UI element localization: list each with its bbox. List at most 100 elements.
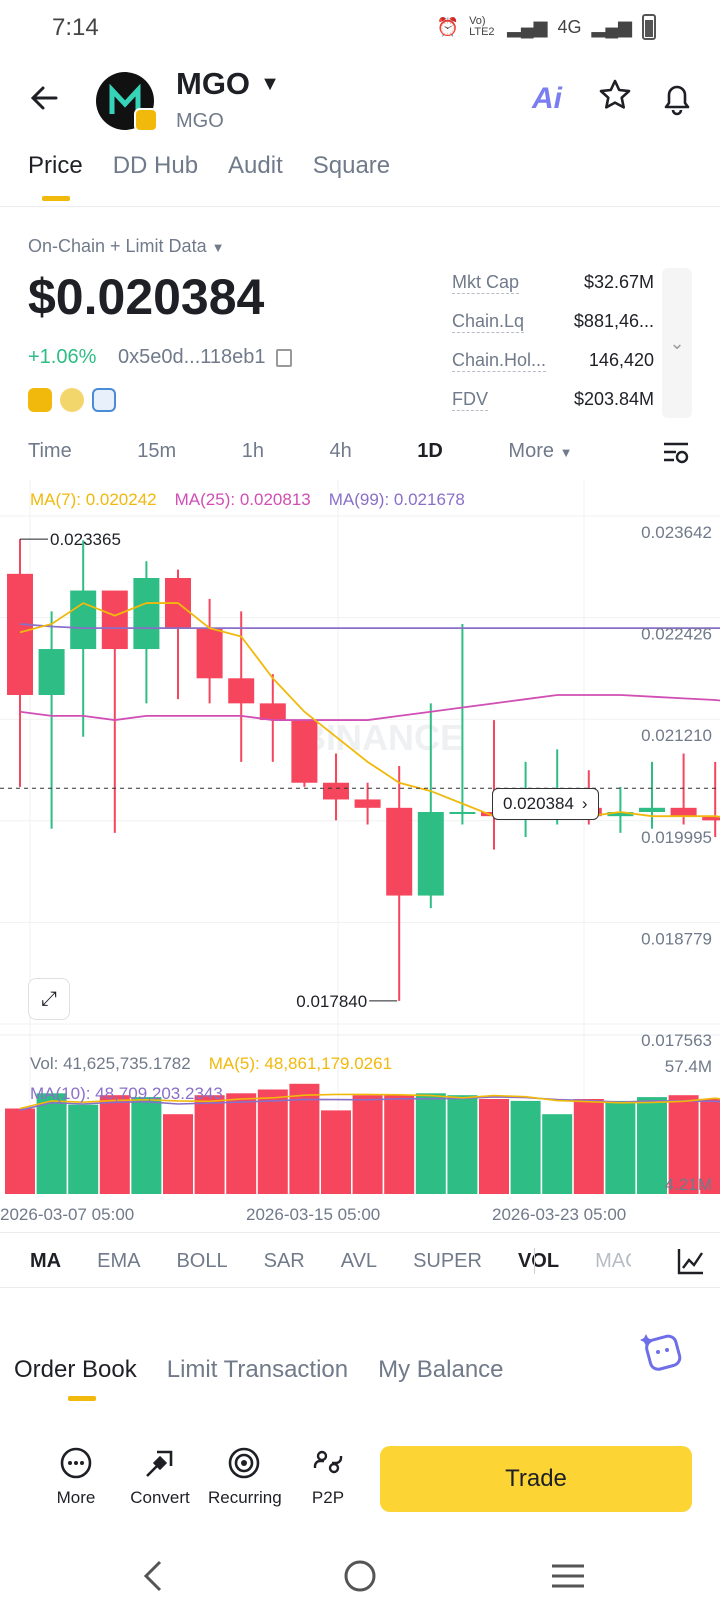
indicator-settings-icon[interactable] — [676, 1246, 706, 1276]
recurring-button[interactable]: Recurring — [208, 1444, 282, 1508]
stat-key[interactable]: Chain.Lq — [452, 311, 525, 333]
data-source-selector[interactable]: On-Chain + Limit Data ▼ — [28, 236, 224, 257]
favorite-star-icon[interactable] — [598, 78, 632, 121]
system-nav-bar — [143, 1560, 584, 1592]
candle-body — [354, 799, 381, 808]
volume-ma10-line — [19, 1096, 720, 1111]
indicator-sar[interactable]: SAR — [263, 1250, 305, 1272]
tab-square[interactable]: Square — [312, 152, 391, 179]
y-tick-label: 0.023642 — [641, 523, 712, 542]
more-label: More — [56, 1488, 96, 1507]
candlestick-chart[interactable]: BINANCE 0.023642 0.022426 0.021210 0.019995 0… — [0, 480, 720, 1230]
bnb-chain-icon — [28, 388, 52, 412]
coin-logo — [96, 72, 154, 130]
candle-body — [259, 703, 286, 721]
more-button[interactable]: More — [40, 1444, 112, 1508]
battery-icon — [642, 14, 656, 40]
convert-button[interactable]: Convert — [124, 1444, 196, 1508]
nav-home-icon[interactable] — [344, 1560, 376, 1592]
contract-address[interactable]: 0x5e0d...118eb1 — [118, 346, 292, 369]
volume-bar — [99, 1095, 130, 1194]
interval-time[interactable]: Time — [28, 440, 72, 462]
nav-recents-icon[interactable] — [552, 1564, 584, 1588]
tab-my-balance[interactable]: My Balance — [378, 1356, 504, 1383]
tab-order-book[interactable]: Order Book — [14, 1356, 137, 1383]
candle-body — [196, 628, 223, 679]
fullscreen-expand-icon[interactable]: ⤢ — [28, 978, 70, 1020]
interval-1d[interactable]: 1D — [417, 440, 443, 462]
bnb-chain-badge-icon — [134, 108, 158, 132]
stat-value: $881,46... — [573, 311, 654, 331]
watermark-text: BINANCE — [300, 717, 464, 758]
tab-active-indicator — [42, 196, 70, 201]
chart-settings-icon[interactable] — [662, 440, 690, 466]
y-tick-label: 0.021210 — [641, 726, 712, 745]
ma7-line — [19, 602, 720, 818]
caret-down-icon: ▼ — [260, 72, 280, 95]
trade-button[interactable]: Trade — [380, 1446, 692, 1512]
stat-key[interactable]: Chain.Hol... — [452, 350, 547, 372]
volume-ma10-label: MA(10): 48,709,203.2343 — [30, 1084, 223, 1103]
candle-body — [7, 573, 33, 695]
volume-bar — [605, 1100, 636, 1194]
ma99-label: MA(99): 0.021678 — [328, 490, 465, 509]
tab-audit[interactable]: Audit — [228, 152, 283, 179]
interval-more[interactable]: More ▼ — [508, 440, 572, 463]
candle-body — [133, 578, 160, 650]
volume-bar — [447, 1095, 478, 1194]
y-tick-label: 0.022426 — [641, 625, 712, 644]
volume-bar — [5, 1108, 35, 1194]
interval-1h[interactable]: 1h — [241, 440, 264, 462]
copy-icon[interactable] — [275, 348, 292, 367]
p2p-button[interactable]: P2P — [292, 1444, 364, 1508]
indicator-macd[interactable]: MACD — [595, 1250, 631, 1272]
indicator-ma[interactable]: MA — [30, 1250, 62, 1272]
candle-body — [607, 811, 634, 817]
stat-row: Mkt Cap $32.67M — [452, 272, 654, 311]
assistant-bot-icon[interactable] — [640, 1330, 684, 1374]
stat-key[interactable]: FDV — [452, 389, 488, 411]
current-price-tag[interactable]: 0.020384 › — [492, 788, 599, 820]
y-tick-label: 0.019995 — [641, 828, 712, 847]
ma25-line — [19, 694, 720, 721]
interval-15m[interactable]: 15m — [137, 440, 177, 462]
interval-4h[interactable]: 4h — [329, 440, 352, 462]
volume-bar — [384, 1095, 415, 1194]
notification-bell-icon[interactable] — [660, 80, 694, 116]
alarm-icon: ⏰ — [436, 16, 460, 37]
indicator-ema[interactable]: EMA — [97, 1250, 141, 1272]
volume-bar — [510, 1100, 541, 1194]
indicator-boll[interactable]: BOLL — [176, 1250, 228, 1272]
ma99-line — [19, 623, 720, 630]
candle-body — [386, 807, 413, 896]
back-button[interactable] — [26, 80, 66, 120]
candle-body — [702, 816, 720, 821]
stat-key[interactable]: Mkt Cap — [452, 272, 520, 294]
current-price: $0.020384 — [28, 269, 265, 325]
tab-limit-transaction[interactable]: Limit Transaction — [166, 1356, 349, 1383]
ai-assistant-icon[interactable]: Ai — [532, 82, 562, 115]
volume-legend: Vol: 41,625,735.1782 MA(5): 48,861,179.0… — [30, 1054, 392, 1074]
tab-dd-hub[interactable]: DD Hub — [112, 152, 199, 179]
stats-expand-button[interactable]: ⌄ — [662, 268, 692, 418]
order-tab-indicator — [68, 1396, 96, 1401]
interval-more-label: More — [508, 440, 554, 462]
volume-label: Vol: 41,625,735.1782 — [30, 1054, 191, 1073]
p2p-icon — [292, 1444, 364, 1482]
tab-price[interactable]: Price — [28, 152, 83, 179]
indicator-avl[interactable]: AVL — [340, 1250, 378, 1272]
indicator-bar — [0, 1232, 720, 1288]
coin-selector[interactable]: MGO ▼ — [176, 66, 280, 102]
ma25-label: MA(25): 0.020813 — [174, 490, 311, 509]
volume-bar — [415, 1093, 446, 1194]
caret-down-icon: ▼ — [211, 240, 225, 255]
candle-body — [417, 811, 444, 896]
indicator-vol[interactable]: VOL — [517, 1250, 560, 1272]
candle-body — [291, 720, 318, 783]
volume-bar — [573, 1099, 604, 1194]
indicator-super[interactable]: SUPER — [413, 1250, 482, 1272]
stat-value: $203.84M — [573, 389, 654, 409]
volume-bar — [36, 1093, 67, 1194]
nav-back-icon[interactable] — [143, 1560, 162, 1592]
volume-bar — [163, 1114, 193, 1194]
